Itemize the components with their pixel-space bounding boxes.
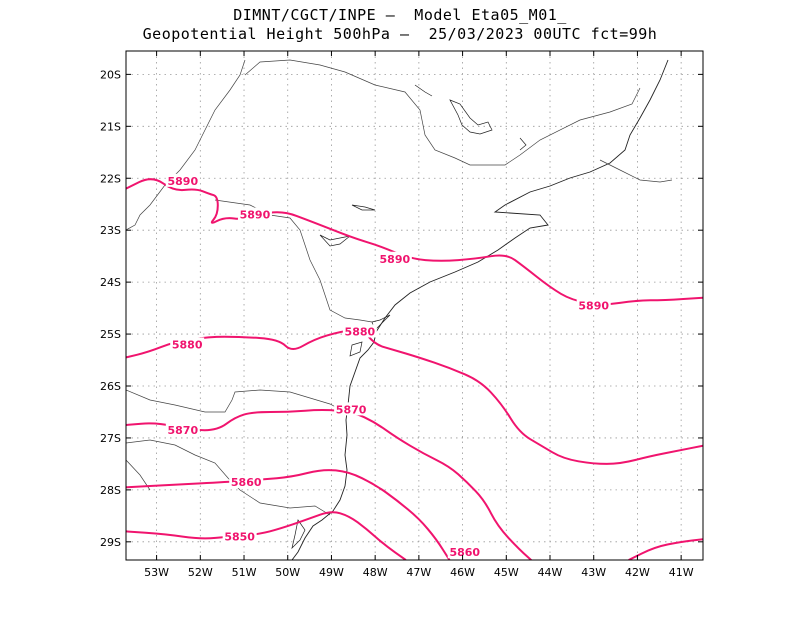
contour-label-5870: 5870 bbox=[168, 424, 199, 437]
y-tick-label: 26S bbox=[100, 380, 121, 393]
coastline bbox=[291, 59, 669, 560]
lake-small-2 bbox=[519, 137, 527, 151]
contour-line-5860 bbox=[126, 469, 451, 560]
x-tick-label: 44W bbox=[538, 566, 563, 579]
x-tick-label: 52W bbox=[188, 566, 213, 579]
geopotential-contours bbox=[126, 178, 703, 560]
y-tick-label: 20S bbox=[100, 68, 121, 81]
x-tick-label: 50W bbox=[275, 566, 300, 579]
lake-paraná-1 bbox=[351, 204, 376, 211]
border-rs-west bbox=[126, 459, 151, 491]
lake-paraná-2 bbox=[319, 234, 351, 247]
x-tick-label: 49W bbox=[319, 566, 344, 579]
y-tick-label: 21S bbox=[100, 120, 121, 133]
contour-label-5890: 5890 bbox=[168, 175, 199, 188]
contour-label-5880: 5880 bbox=[172, 338, 203, 351]
border-mg-rj bbox=[599, 159, 673, 183]
y-tick-label: 24S bbox=[100, 276, 121, 289]
contour-label-5850: 5850 bbox=[224, 531, 255, 544]
y-tick-label: 29S bbox=[100, 536, 121, 549]
map-title-line1: DIMNT/CGCT/INPE — Model Eta05_M01_ bbox=[233, 6, 567, 24]
border-sc-rs bbox=[126, 439, 331, 516]
contour-line-5890 bbox=[126, 178, 703, 306]
x-tick-label: 53W bbox=[144, 566, 169, 579]
contour-label-5890: 5890 bbox=[578, 300, 609, 313]
x-tick-label: 41W bbox=[669, 566, 694, 579]
state-borders bbox=[126, 59, 673, 516]
contour-label-bg bbox=[576, 298, 611, 312]
lake-furnas bbox=[449, 99, 493, 135]
border-ms-sp bbox=[164, 59, 246, 186]
y-tick-label: 27S bbox=[100, 432, 121, 445]
axis-ticks: 53W 52W 51W 50W 49W 48W 47W 46W 45W 44W 43W 42W 41W 2… bbox=[100, 51, 703, 579]
contour-label-bg bbox=[165, 423, 200, 437]
island-florianopolis bbox=[349, 341, 363, 357]
border-pr-sc bbox=[126, 389, 346, 413]
plot-frame bbox=[125, 50, 704, 561]
contour-label-5870: 5870 bbox=[336, 403, 367, 416]
border-sp-pr bbox=[126, 184, 373, 323]
lagoon-patos bbox=[291, 519, 306, 550]
lake-small-1 bbox=[414, 84, 433, 97]
x-tick-label: 46W bbox=[450, 566, 475, 579]
contour-label-bg bbox=[165, 173, 200, 187]
border-mg-sp bbox=[244, 59, 641, 166]
contour-label-bg bbox=[447, 545, 482, 559]
x-tick-label: 45W bbox=[494, 566, 519, 579]
contour-labels: 5890 5890 5890 5890 5880 5880 5870 5870 5860 5860… bbox=[165, 173, 611, 559]
contour-label-bg bbox=[342, 324, 377, 338]
contour-label-bg bbox=[229, 475, 264, 489]
lakes bbox=[291, 84, 527, 550]
y-tick-label: 22S bbox=[100, 172, 121, 185]
contour-line-5880 bbox=[126, 329, 703, 465]
x-tick-label: 43W bbox=[581, 566, 606, 579]
contour-line-5850 bbox=[126, 511, 407, 560]
contour-label-bg bbox=[170, 337, 205, 351]
contour-label-5890: 5890 bbox=[380, 253, 411, 266]
y-tick-label: 25S bbox=[100, 328, 121, 341]
x-tick-label: 42W bbox=[625, 566, 650, 579]
contour-label-bg bbox=[377, 251, 412, 265]
map-title-line2: Geopotential Height 500hPa — 25/03/2023 … bbox=[142, 25, 658, 43]
x-tick-label: 48W bbox=[363, 566, 388, 579]
x-tick-label: 47W bbox=[406, 566, 431, 579]
y-tick-label: 28S bbox=[100, 484, 121, 497]
y-tick-label: 23S bbox=[100, 224, 121, 237]
x-tick-label: 51W bbox=[232, 566, 257, 579]
contour-label-bg bbox=[237, 207, 272, 221]
contour-label-5860: 5860 bbox=[449, 546, 480, 559]
contour-label-bg bbox=[222, 529, 257, 543]
contour-label-5860: 5860 bbox=[231, 476, 262, 489]
contour-label-5880: 5880 bbox=[345, 325, 376, 338]
contour-line-5860 bbox=[628, 538, 703, 560]
contour-label-5890: 5890 bbox=[240, 209, 271, 222]
contour-label-bg bbox=[334, 402, 369, 416]
